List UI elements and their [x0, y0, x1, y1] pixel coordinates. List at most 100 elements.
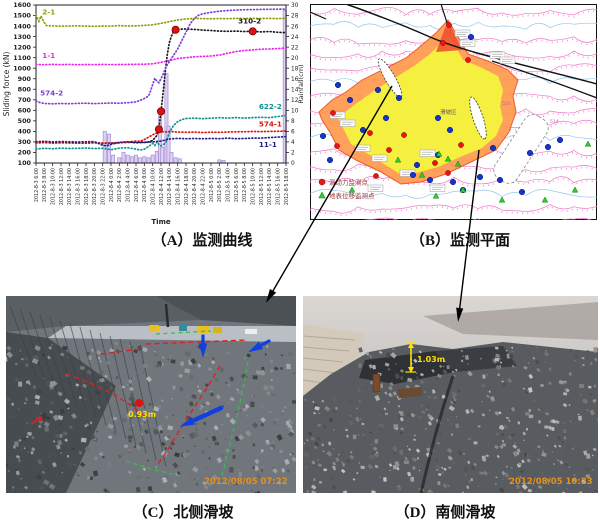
svg-text:30: 30 — [291, 3, 299, 9]
svg-text:2012-8-4 10:00: 2012-8-4 10:00 — [150, 168, 156, 205]
series-574-2 — [35, 8, 287, 105]
svg-text:2012-8-4 6:00: 2012-8-4 6:00 — [134, 168, 140, 202]
panel-photo-north-landslide: 0.93m 2012/08/05 07:22 — [6, 296, 296, 493]
svg-text:2012-8-3 12:00: 2012-8-3 12:00 — [59, 168, 65, 205]
svg-text:8: 8 — [291, 119, 295, 125]
svg-text:2012-8-5 4:00: 2012-8-5 4:00 — [225, 168, 231, 202]
svg-text:2012-8-5 14:00: 2012-8-5 14:00 — [267, 168, 273, 205]
photo-c-timestamp: 2012/08/05 07:22 — [204, 477, 288, 487]
series-label-622-2: 622-2 — [259, 102, 282, 111]
svg-text:1100: 1100 — [13, 54, 31, 62]
svg-text:900: 900 — [18, 75, 32, 83]
svg-text:1200: 1200 — [13, 43, 31, 51]
caption-c: （C）北侧滑坡 — [132, 505, 234, 521]
mine-equipment — [149, 303, 257, 334]
svg-text:2012-8-5 10:00: 2012-8-5 10:00 — [250, 168, 256, 205]
svg-text:2012-8-5 16:00: 2012-8-5 16:00 — [275, 168, 281, 205]
series-574-1 — [35, 130, 287, 145]
svg-text:24: 24 — [291, 35, 299, 41]
svg-text:1600: 1600 — [13, 1, 31, 9]
svg-text:2012-8-4 16:00: 2012-8-4 16:00 — [175, 168, 181, 205]
tension-crack — [419, 375, 455, 493]
svg-text:1400: 1400 — [13, 22, 31, 30]
svg-text:2012-8-3 20:00: 2012-8-3 20:00 — [92, 168, 98, 205]
series-label-310-2: 310-2 — [238, 16, 261, 25]
scarp-height-label: 1.03m — [417, 355, 445, 364]
caption-d: （D）南侧滑坡 — [394, 505, 496, 521]
north-landslide-photo: 0.93m 2012/08/05 07:22 — [6, 296, 296, 493]
monitoring-chart: 1002003004005006007008009001000110012001… — [0, 0, 308, 228]
svg-text:4: 4 — [291, 140, 295, 146]
yellow-truck-2 — [213, 327, 222, 333]
svg-text:2012-8-4 12:00: 2012-8-4 12:00 — [159, 168, 165, 205]
caption-b: （B）监测平面 — [409, 233, 510, 249]
series-label-2-1: 2-1 — [42, 7, 55, 16]
svg-text:2: 2 — [291, 151, 295, 157]
svg-text:2012-8-4 18:00: 2012-8-4 18:00 — [184, 168, 190, 205]
photo-c-annotations: 0.93m — [30, 330, 271, 480]
svg-text:2012-8-3 8:00: 2012-8-3 8:00 — [42, 168, 48, 202]
svg-text:700: 700 — [18, 96, 32, 104]
svg-text:2012-8-3 6:00: 2012-8-3 6:00 — [34, 168, 40, 202]
svg-text:2012-8-3 14:00: 2012-8-3 14:00 — [67, 168, 73, 205]
measurement-point-dot — [135, 399, 143, 407]
yellow-truck — [149, 325, 159, 331]
svg-text:2012-8-5 8:00: 2012-8-5 8:00 — [242, 168, 248, 202]
rubble-texture — [303, 346, 598, 493]
svg-text:300: 300 — [18, 138, 32, 146]
svg-text:22: 22 — [291, 45, 299, 51]
crack-zone-ellipse-2 — [469, 96, 487, 140]
legend-label-displacement: 地表位移监测点 — [329, 191, 375, 200]
yellow-loader — [198, 326, 210, 333]
slope-striations — [9, 305, 167, 468]
svg-text:28: 28 — [291, 14, 299, 20]
svg-text:2012-8-4 14:00: 2012-8-4 14:00 — [167, 168, 173, 205]
caption-a: （A）监测曲线 — [151, 233, 253, 249]
svg-text:2012-8-3 10:00: 2012-8-3 10:00 — [50, 168, 56, 205]
series-label-574-2: 574-2 — [40, 88, 63, 97]
bench-label-0: 520 — [502, 101, 511, 107]
svg-text:Rainfall(cm): Rainfall(cm) — [297, 64, 305, 103]
svg-text:2012-8-5 0:00: 2012-8-5 0:00 — [209, 168, 215, 202]
series-2-1 — [35, 13, 287, 28]
svg-text:2012-8-4 4:00: 2012-8-4 4:00 — [125, 168, 131, 202]
svg-text:2012-8-5 18:00: 2012-8-5 18:00 — [284, 168, 290, 205]
svg-text:10: 10 — [291, 109, 299, 115]
crack-width-label: 0.93m — [128, 410, 156, 419]
svg-text:2012-8-4 0:00: 2012-8-4 0:00 — [109, 168, 115, 202]
series-label-1-1: 1-1 — [42, 51, 55, 60]
svg-text:200: 200 — [18, 149, 32, 157]
svg-text:2012-8-5 6:00: 2012-8-5 6:00 — [234, 168, 240, 202]
zone-label: 滑坡区 — [440, 108, 457, 116]
south-landslide-photo: 1.03m 2012/08/05 10:23 — [303, 296, 598, 493]
svg-text:2012-8-5 12:00: 2012-8-5 12:00 — [259, 168, 265, 205]
rusty-post — [372, 373, 381, 393]
svg-text:500: 500 — [18, 117, 32, 125]
svg-text:20: 20 — [291, 56, 299, 62]
svg-text:600: 600 — [18, 107, 32, 115]
svg-text:2012-8-3 16:00: 2012-8-3 16:00 — [75, 168, 81, 205]
series-622-2 — [35, 114, 287, 151]
svg-text:26: 26 — [291, 24, 299, 30]
svg-text:2012-8-5 2:00: 2012-8-5 2:00 — [217, 168, 223, 202]
svg-text:2012-8-3 18:00: 2012-8-3 18:00 — [84, 168, 90, 205]
svg-text:0: 0 — [291, 161, 295, 167]
svg-text:2012-8-4 20:00: 2012-8-4 20:00 — [192, 168, 198, 205]
svg-text:1500: 1500 — [13, 12, 31, 20]
svg-text:2012-8-4 2:00: 2012-8-4 2:00 — [117, 168, 123, 202]
legend-label-sliding-force: 滑动力监测点 — [329, 178, 369, 187]
scarp-shadow — [359, 351, 455, 384]
series-label-11-1: 11-1 — [259, 140, 277, 149]
photo-d-timestamp: 2012/08/05 10:23 — [509, 477, 593, 487]
svg-text:800: 800 — [18, 85, 32, 93]
rubble-texture — [6, 342, 296, 493]
svg-text:Time: Time — [151, 218, 170, 226]
svg-text:18: 18 — [291, 66, 299, 72]
scarp-height-annotation: 1.03m — [406, 342, 445, 373]
svg-text:16: 16 — [291, 77, 299, 83]
svg-text:2012-8-4 8:00: 2012-8-4 8:00 — [142, 168, 148, 202]
roads — [310, 4, 597, 99]
event-markers — [154, 25, 257, 134]
